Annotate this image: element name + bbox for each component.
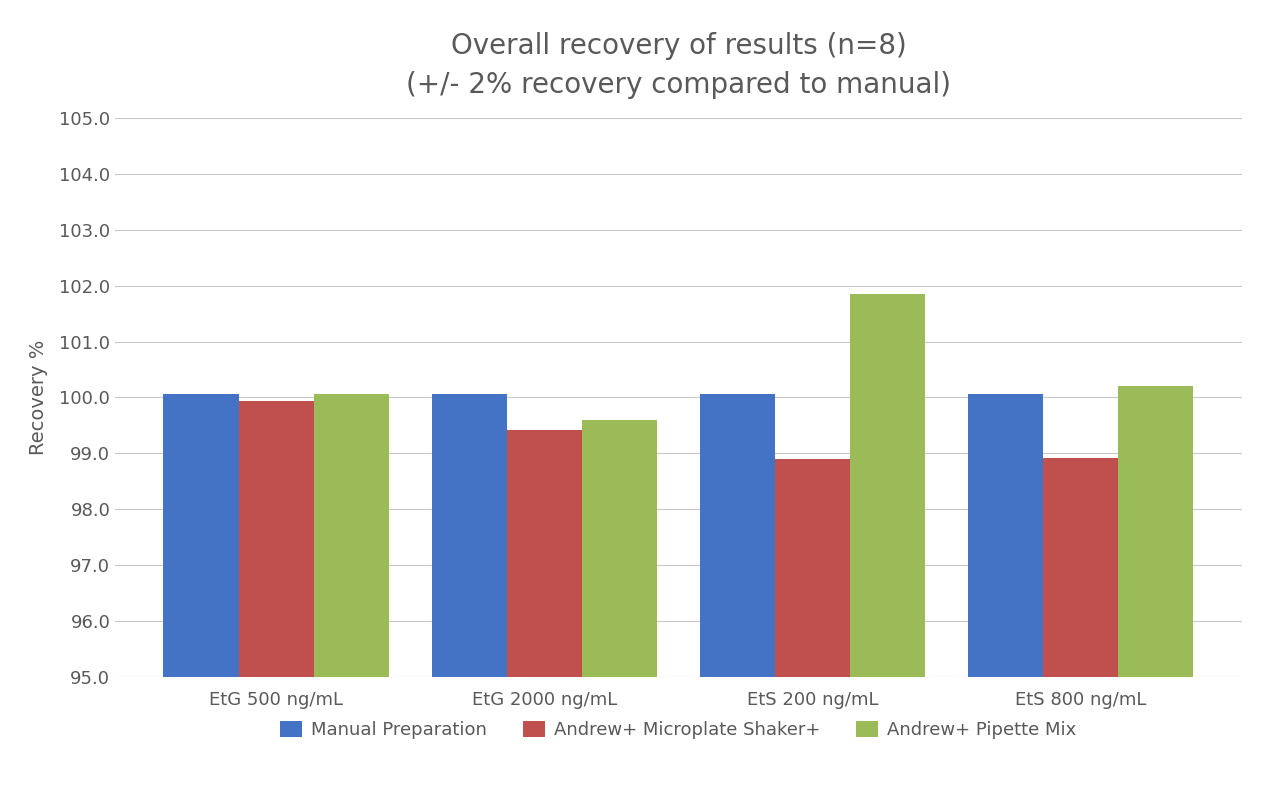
Bar — [164, 394, 238, 677]
Bar — [1043, 458, 1119, 677]
Bar — [968, 394, 1043, 677]
Bar — [774, 459, 850, 677]
Bar — [582, 419, 657, 677]
Bar — [700, 394, 774, 677]
Bar — [1119, 386, 1193, 677]
Title: Overall recovery of results (n=8)
(+/- 2% recovery compared to manual): Overall recovery of results (n=8) (+/- 2… — [406, 32, 951, 99]
Bar — [850, 294, 925, 677]
Legend: Manual Preparation, Andrew+ Microplate Shaker+, Andrew+ Pipette Mix: Manual Preparation, Andrew+ Microplate S… — [273, 713, 1084, 746]
Y-axis label: Recovery %: Recovery % — [29, 340, 49, 455]
Bar — [314, 394, 389, 677]
Bar — [431, 394, 507, 677]
Bar — [507, 430, 582, 677]
Bar — [238, 401, 314, 677]
